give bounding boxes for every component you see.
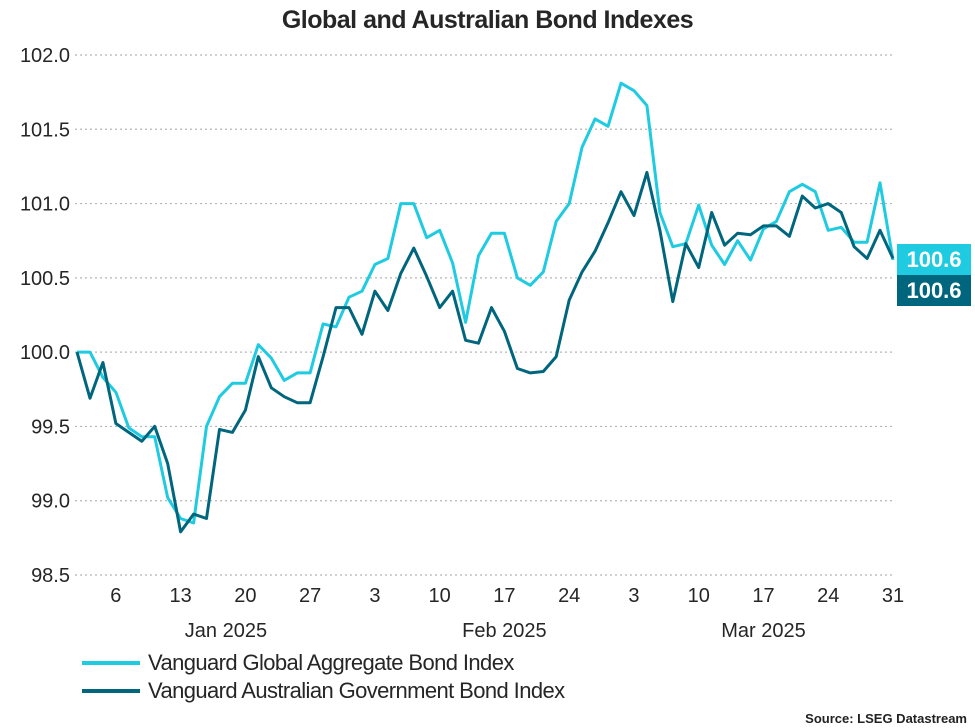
grid-lines bbox=[75, 54, 895, 576]
y-tick-label: 101.5 bbox=[20, 119, 70, 141]
x-tick-label: 24 bbox=[817, 585, 839, 607]
month-label: Feb 2025 bbox=[462, 620, 547, 642]
x-tick-label: 27 bbox=[299, 585, 321, 607]
month-label: Jan 2025 bbox=[185, 620, 267, 642]
x-tick-label: 17 bbox=[493, 585, 515, 607]
x-tick-label: 3 bbox=[369, 585, 380, 607]
x-axis: 6 13 20 27 3 10 17 24 3 10 17 24 31 Jan 2025 Feb 2025 M… bbox=[110, 585, 904, 642]
global-last-value-label: 100.6 bbox=[897, 244, 971, 275]
series-line-global bbox=[77, 81, 895, 525]
y-axis: 98.5 99.0 99.5 100.0 100.5 101.0 101.5 102.0 bbox=[20, 45, 70, 587]
y-tick-label: 102.0 bbox=[20, 45, 70, 67]
x-tick-label: 20 bbox=[234, 585, 256, 607]
y-tick-label: 101.0 bbox=[20, 194, 70, 216]
australian-last-value-label: 100.6 bbox=[897, 275, 971, 306]
series-lines bbox=[75, 81, 895, 534]
x-tick-label: 10 bbox=[429, 585, 451, 607]
x-tick-label: 24 bbox=[558, 585, 580, 607]
y-tick-label: 99.5 bbox=[31, 416, 70, 438]
x-tick-label: 13 bbox=[169, 585, 191, 607]
series-line-australian bbox=[75, 170, 895, 534]
legend-item-global: Vanguard Global Aggregate Bond Index bbox=[82, 650, 514, 676]
y-tick-label: 99.0 bbox=[31, 491, 70, 513]
x-tick-label: 31 bbox=[882, 585, 904, 607]
x-tick-label: 6 bbox=[110, 585, 121, 607]
legend-label-global: Vanguard Global Aggregate Bond Index bbox=[148, 650, 514, 675]
chart-title: Global and Australian Bond Indexes bbox=[281, 6, 694, 34]
x-tick-label: 10 bbox=[688, 585, 710, 607]
y-tick-label: 100.5 bbox=[20, 268, 70, 290]
source-note: Source: LSEG Datastream bbox=[805, 711, 967, 726]
y-tick-label: 100.0 bbox=[20, 342, 70, 364]
legend-item-australian: Vanguard Australian Government Bond Inde… bbox=[82, 678, 565, 704]
month-label: Mar 2025 bbox=[721, 620, 806, 642]
y-tick-label: 98.5 bbox=[31, 565, 70, 587]
legend-swatch-global bbox=[82, 661, 140, 665]
legend-label-australian: Vanguard Australian Government Bond Inde… bbox=[148, 678, 565, 703]
legend-swatch-australian bbox=[82, 689, 140, 693]
x-tick-label: 17 bbox=[752, 585, 774, 607]
x-tick-label: 3 bbox=[628, 585, 639, 607]
